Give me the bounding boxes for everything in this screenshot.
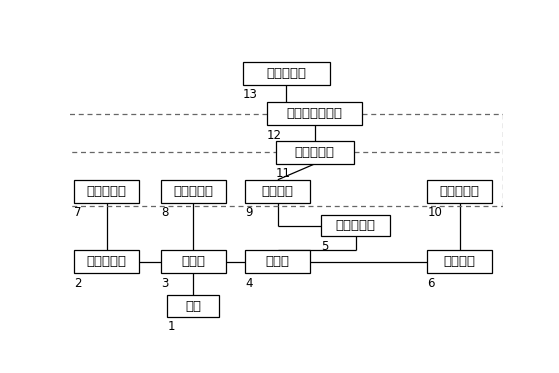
Text: 压力继电器: 压力继电器: [336, 219, 376, 232]
Text: 节能控制器: 节能控制器: [295, 146, 335, 159]
Bar: [276, 141, 354, 164]
Text: 7: 7: [74, 206, 82, 219]
Text: 发动机: 发动机: [181, 255, 205, 268]
Bar: [243, 62, 330, 85]
Bar: [74, 250, 139, 273]
Text: 3: 3: [161, 276, 168, 289]
Text: 光电编码器: 光电编码器: [173, 185, 214, 198]
Text: 变量泵: 变量泵: [266, 255, 290, 268]
Bar: [267, 102, 362, 125]
Text: 11: 11: [276, 167, 291, 181]
Text: 1: 1: [167, 320, 175, 333]
Text: 12: 12: [267, 129, 282, 142]
Text: 2: 2: [74, 276, 82, 289]
Text: 8: 8: [161, 206, 168, 219]
Text: 油门电位器: 油门电位器: [87, 185, 127, 198]
Text: 执行机构: 执行机构: [262, 185, 294, 198]
Text: 压力传感器: 压力传感器: [267, 67, 306, 80]
Bar: [161, 250, 226, 273]
Bar: [427, 180, 492, 203]
Text: 10: 10: [427, 206, 442, 219]
Bar: [74, 180, 139, 203]
Text: 13: 13: [243, 88, 258, 101]
Bar: [321, 215, 391, 236]
Bar: [161, 180, 226, 203]
Text: 变量机构: 变量机构: [444, 255, 476, 268]
Text: 9: 9: [245, 206, 253, 219]
Text: 油筱: 油筱: [186, 300, 201, 313]
Bar: [427, 250, 492, 273]
Text: 电子负载控制器: 电子负载控制器: [287, 107, 343, 120]
Bar: [167, 295, 219, 317]
Text: 4: 4: [245, 276, 253, 289]
Text: 5: 5: [321, 240, 329, 253]
Bar: [245, 180, 310, 203]
Bar: [245, 250, 310, 273]
Text: 发动机油泵: 发动机油泵: [87, 255, 127, 268]
Text: 比例电磁阀: 比例电磁阀: [440, 185, 480, 198]
Text: 6: 6: [427, 276, 435, 289]
